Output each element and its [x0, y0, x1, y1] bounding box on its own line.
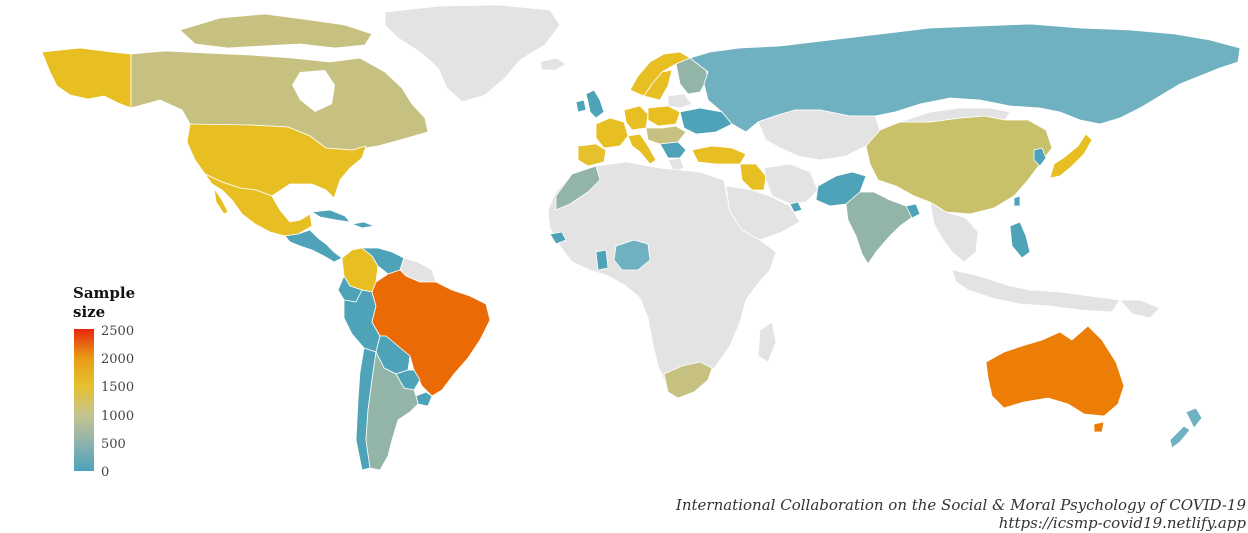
region-southafrica — [663, 361, 713, 399]
region-philippines — [1009, 221, 1031, 259]
region-sweden — [643, 69, 673, 101]
region-korea — [1033, 147, 1047, 167]
region-bangladesh — [905, 203, 921, 219]
region-hudson-bay — [292, 70, 335, 112]
region-uk — [585, 89, 605, 119]
region-argentina — [365, 351, 419, 471]
region-ireland — [575, 99, 587, 113]
region-iceland — [539, 57, 567, 71]
region-mongolia — [899, 107, 1011, 123]
legend-title-line2: size — [73, 303, 106, 321]
region-japan — [1049, 133, 1093, 179]
legend-tick: 2000 — [101, 352, 135, 367]
region-cuba — [311, 209, 351, 223]
region-morocco — [555, 165, 601, 211]
region-alaska — [41, 47, 132, 109]
region-madagascar — [757, 321, 777, 363]
region-canada-arctic — [179, 13, 373, 49]
region-balkans — [659, 141, 687, 159]
region-tasmania — [1093, 421, 1105, 433]
region-uruguay — [415, 391, 433, 407]
region-indonesia — [951, 269, 1121, 313]
region-ukraine — [679, 107, 733, 135]
region-westafrica-coast — [549, 231, 567, 245]
region-nz-north — [1185, 407, 1203, 429]
region-kazakhstan — [757, 109, 881, 161]
region-poland — [647, 105, 681, 127]
region-central-europe — [645, 125, 687, 145]
region-ghana — [595, 249, 609, 271]
region-central-america — [284, 229, 343, 263]
region-hispaniola — [351, 221, 375, 229]
region-nz-south — [1169, 425, 1191, 449]
caption-project: International Collaboration on the Socia… — [675, 496, 1246, 514]
region-mexico — [204, 173, 313, 237]
region-china — [865, 115, 1053, 215]
caption-url[interactable]: https://icsmp-covid19.netlify.app — [998, 514, 1246, 532]
legend-tick: 1500 — [101, 380, 135, 395]
region-italy — [627, 133, 657, 165]
legend-tick: 2500 — [101, 324, 135, 339]
legend-title: Sample size — [73, 284, 135, 322]
region-iran — [763, 163, 819, 205]
legend-tick: 1000 — [101, 409, 135, 424]
region-papua — [1119, 299, 1161, 319]
region-germany — [623, 105, 649, 131]
region-baja — [213, 187, 229, 215]
legend-tick: 0 — [101, 465, 110, 480]
region-taiwan — [1013, 195, 1021, 207]
region-uae — [789, 201, 803, 213]
region-greenland — [384, 4, 561, 103]
region-nigeria — [613, 239, 651, 271]
region-turkey — [691, 145, 747, 165]
region-greece — [667, 157, 685, 173]
region-indochina — [929, 201, 979, 263]
legend-tick: 500 — [101, 437, 126, 452]
legend-title-line1: Sample — [73, 284, 136, 302]
region-france — [595, 117, 629, 149]
legend-color-bar — [74, 329, 94, 471]
region-baltics — [667, 93, 693, 109]
region-india — [845, 191, 915, 265]
region-iraq — [739, 163, 767, 191]
region-africa — [547, 161, 777, 391]
region-iberia — [577, 143, 607, 167]
region-australia — [985, 325, 1125, 417]
